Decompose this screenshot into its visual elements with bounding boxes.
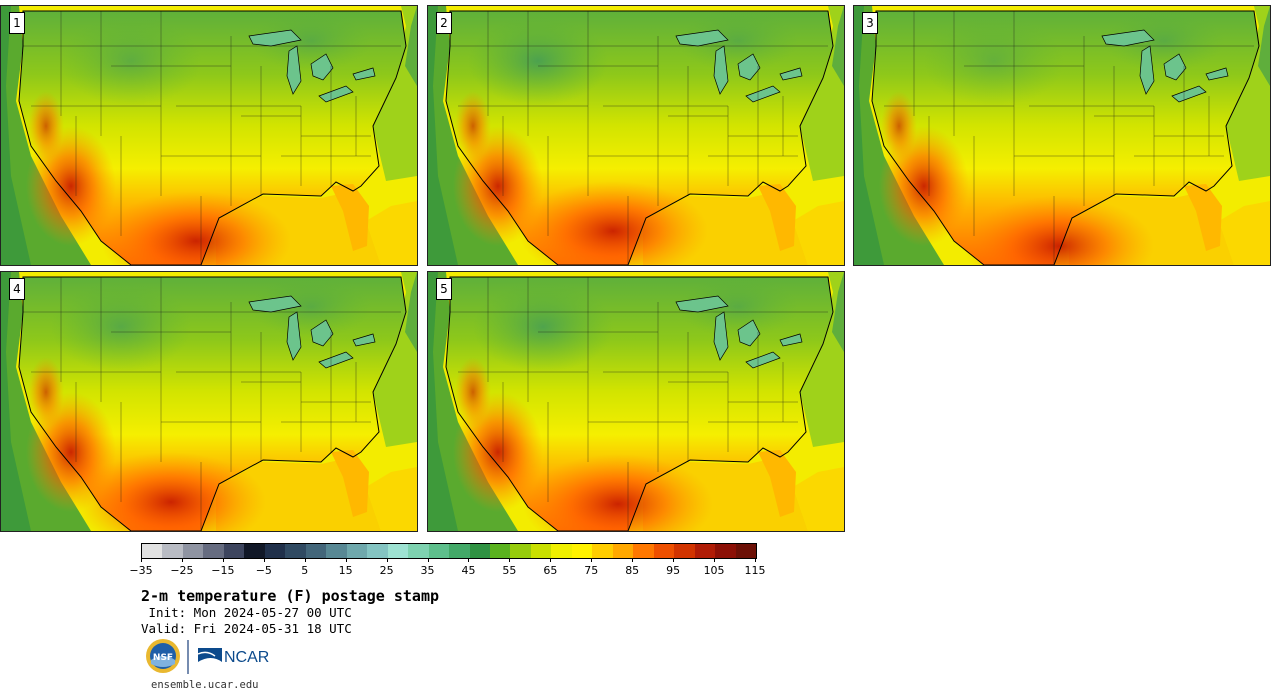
- colorbar-segment: [674, 544, 695, 558]
- colorbar-tick-label: 25: [379, 564, 394, 577]
- temperature-map: [1, 272, 417, 531]
- colorbar-segment: [612, 544, 634, 558]
- ensemble-member-panel: 2: [427, 5, 845, 266]
- colorbar-tick: [714, 558, 716, 562]
- colorbar-ticks: −35 −25 −15 −5 5 15 25 35 45 55 65 75 85 95 105 115: [129, 558, 766, 580]
- colorbar-tick-label: 5: [301, 564, 309, 577]
- colorbar-tick: [345, 558, 347, 562]
- colorbar-tick-label: 35: [420, 564, 435, 577]
- colorbar-segment: [489, 544, 511, 558]
- colorbar-tick-label: 105: [703, 564, 725, 577]
- temperature-colorbar: [141, 543, 757, 559]
- colorbar-segment: [449, 544, 470, 558]
- colorbar-segment: [735, 544, 757, 558]
- temperature-map: [854, 6, 1270, 265]
- colorbar-segment: [408, 544, 429, 558]
- colorbar-tick-label: −15: [211, 564, 235, 577]
- colorbar-tick: [141, 558, 142, 562]
- colorbar-tick-label: 15: [338, 564, 353, 577]
- colorbar-tick: [386, 558, 388, 562]
- colorbar-tick-label: −5: [255, 564, 272, 577]
- plot-title: 2-m temperature (F) postage stamp: [141, 587, 440, 605]
- ensemble-member-panel: 5: [427, 271, 845, 532]
- colorbar-segment: [571, 544, 593, 558]
- colorbar-tick: [222, 558, 224, 562]
- colorbar-segment: [367, 544, 388, 558]
- colorbar-tick: [755, 558, 756, 562]
- colorbar-segment: [346, 544, 368, 558]
- colorbar-segment: [510, 544, 531, 558]
- panel-number-label: 3: [862, 12, 878, 34]
- colorbar-tick: [591, 558, 593, 562]
- ensemble-member-panel: 1: [0, 5, 418, 266]
- colorbar-segment: [244, 544, 265, 558]
- init-time: Init: Mon 2024-05-27 00 UTC: [141, 605, 352, 620]
- colorbar-tick: [509, 558, 511, 562]
- colorbar-segment: [715, 544, 736, 558]
- nsf-seal-icon: NSF: [146, 639, 180, 673]
- colorbar-tick-label: 65: [543, 564, 558, 577]
- temperature-map: [1, 6, 417, 265]
- colorbar-segment: [469, 544, 490, 558]
- colorbar-segment: [694, 544, 716, 558]
- colorbar-segment: [264, 544, 286, 558]
- colorbar-tick: [468, 558, 470, 562]
- colorbar-segment: [162, 544, 183, 558]
- temperature-map: [428, 272, 844, 531]
- colorbar-segment: [142, 544, 163, 558]
- colorbar-tick: [427, 558, 429, 562]
- colorbar-segment: [633, 544, 654, 558]
- colorbar-segment: [592, 544, 613, 558]
- valid-time: Valid: Fri 2024-05-31 18 UTC: [141, 621, 352, 636]
- nsf-text: NSF: [153, 653, 173, 663]
- colorbar-tick-label: 45: [461, 564, 476, 577]
- colorbar-segment: [653, 544, 675, 558]
- colorbar-tick: [263, 558, 265, 562]
- colorbar-tick-label: 95: [666, 564, 681, 577]
- colorbar-segment: [326, 544, 347, 558]
- panel-number-label: 1: [9, 12, 25, 34]
- colorbar-tick: [550, 558, 552, 562]
- colorbar-tick-label: 85: [625, 564, 640, 577]
- colorbar-segment: [551, 544, 572, 558]
- colorbar-tick-label: −35: [129, 564, 153, 577]
- colorbar-segment: [428, 544, 450, 558]
- ensemble-member-panel: 3: [853, 5, 1271, 266]
- temperature-map: [428, 6, 844, 265]
- colorbar-segment: [387, 544, 409, 558]
- ncar-text: NCAR: [224, 649, 269, 666]
- colorbar-tick-label: 55: [502, 564, 517, 577]
- colorbar-tick-label: −25: [170, 564, 194, 577]
- ncar-logo-icon: NCAR: [197, 648, 269, 666]
- colorbar-segment: [285, 544, 306, 558]
- colorbar-tick: [181, 558, 183, 562]
- colorbar-segment: [305, 544, 327, 558]
- colorbar-tick-label: 75: [584, 564, 599, 577]
- panel-number-label: 4: [9, 278, 25, 300]
- nsf-logo: NSF NCAR: [146, 639, 269, 674]
- colorbar-tick: [673, 558, 675, 562]
- panel-number-label: 2: [436, 12, 452, 34]
- footer-url[interactable]: ensemble.ucar.edu: [151, 679, 259, 691]
- colorbar-tick-label: 115: [744, 564, 766, 577]
- colorbar-tick: [632, 558, 634, 562]
- colorbar-segment: [530, 544, 552, 558]
- ensemble-member-panel: 4: [0, 271, 418, 532]
- colorbar-segment: [223, 544, 245, 558]
- logos: NSF NCAR: [145, 638, 275, 676]
- colorbar-tick: [304, 558, 306, 562]
- colorbar-segment: [182, 544, 204, 558]
- panel-number-label: 5: [436, 278, 452, 300]
- colorbar-segment: [203, 544, 224, 558]
